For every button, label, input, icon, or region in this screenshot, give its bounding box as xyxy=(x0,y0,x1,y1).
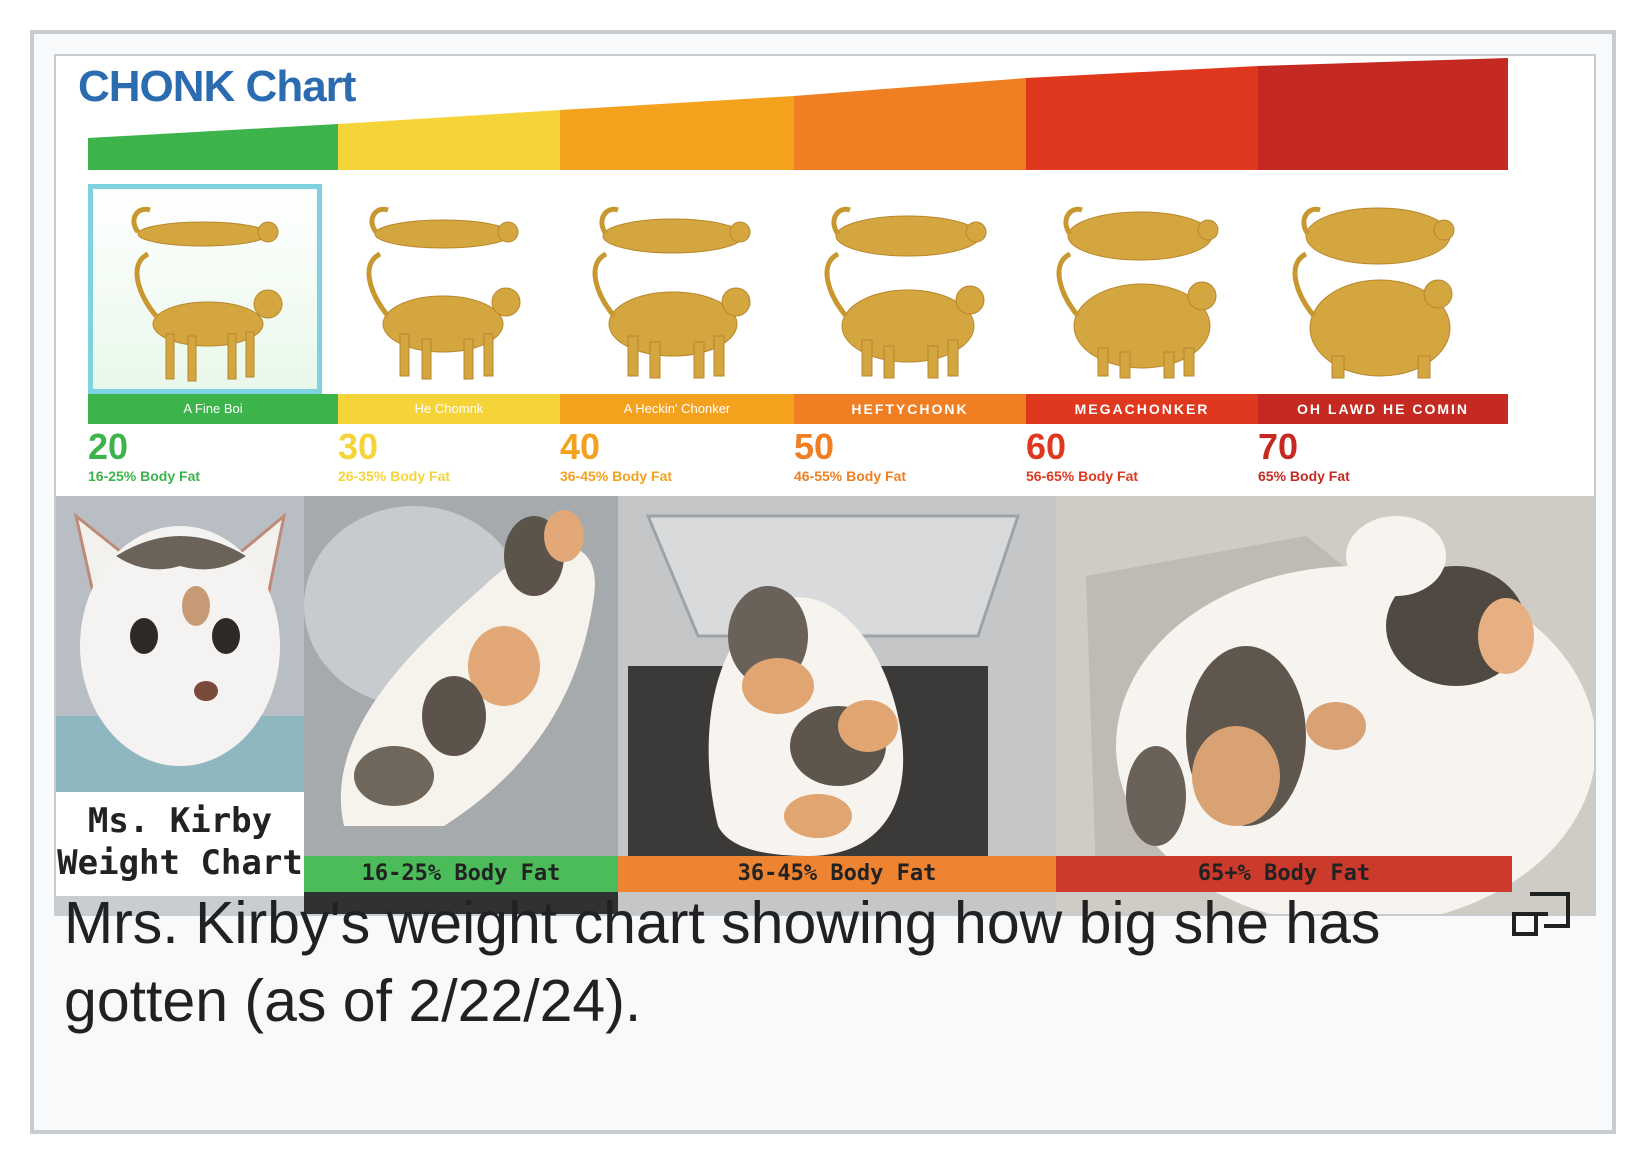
kirby-label-line-2: Weight Chart xyxy=(57,843,303,883)
bodyfat-bar-3: 65+% Body Fat xyxy=(1056,856,1512,892)
category-label-strip: A Fine Boi He Chomnk A Heckin' Chonker H… xyxy=(88,394,1508,424)
calico-cat-large-icon xyxy=(1056,496,1594,914)
bodyfat-bar-1: 16-25% Body Fat xyxy=(304,856,618,892)
category-number-5: 60 xyxy=(1026,426,1067,467)
category-number-4: 50 xyxy=(794,426,835,467)
photo-strip: Ms. Kirby Weight Chart xyxy=(56,496,1594,914)
category-number-1: 20 xyxy=(88,426,129,467)
category-label-3: A Heckin' Chonker xyxy=(560,394,794,424)
category-number-3: 40 xyxy=(560,426,601,467)
calico-cat-icon xyxy=(304,496,618,914)
kirby-photo-2 xyxy=(304,496,618,914)
category-number-2: 30 xyxy=(338,426,379,467)
cat-face-icon xyxy=(56,496,304,796)
category-bodyfat-6: 65% Body Fat xyxy=(1258,468,1350,484)
category-bodyfat-4: 46-55% Body Fat xyxy=(794,468,907,484)
kirby-weight-chart-label: Ms. Kirby Weight Chart xyxy=(56,792,304,896)
category-label-6: OH LAWD HE COMIN xyxy=(1258,394,1508,424)
enlarge-icon[interactable] xyxy=(1512,892,1570,936)
image-thumbnail-frame: CHONK Chart xyxy=(30,30,1616,1134)
kirby-photo-3 xyxy=(618,496,1056,914)
category-label-5: MEGACHONKER xyxy=(1026,394,1258,424)
cat-silhouettes-icon xyxy=(131,206,1455,382)
kirby-face-photo: Ms. Kirby Weight Chart xyxy=(56,496,304,914)
chonk-chart-title: CHONK Chart xyxy=(78,62,356,111)
chonk-color-wedge xyxy=(88,58,1508,186)
category-label-2: He Chomnk xyxy=(338,394,560,424)
cat-illustrations xyxy=(88,184,1508,394)
category-label-4: HEFTYCHONK xyxy=(794,394,1026,424)
cat-cell-1 xyxy=(88,184,322,394)
category-bodyfat-3: 36-45% Body Fat xyxy=(560,468,673,484)
category-numbers: 20 16-25% Body Fat 30 26-35% Body Fat 40… xyxy=(88,428,1508,488)
category-number-6: 70 xyxy=(1258,426,1299,467)
category-bodyfat-5: 56-65% Body Fat xyxy=(1026,468,1139,484)
kirby-label-line-1: Ms. Kirby xyxy=(87,801,273,841)
category-bodyfat-2: 26-35% Body Fat xyxy=(338,468,451,484)
bodyfat-bar-2: 36-45% Body Fat xyxy=(618,856,1056,892)
category-bodyfat-1: 16-25% Body Fat xyxy=(88,468,201,484)
kirby-photo-4 xyxy=(1056,496,1594,914)
calico-cat-litter-icon xyxy=(618,496,1056,914)
figure-image[interactable]: CHONK Chart xyxy=(54,54,1596,916)
figure-caption: Mrs. Kirby's weight chart showing how bi… xyxy=(64,890,1381,1034)
category-label-1: A Fine Boi xyxy=(88,394,338,424)
